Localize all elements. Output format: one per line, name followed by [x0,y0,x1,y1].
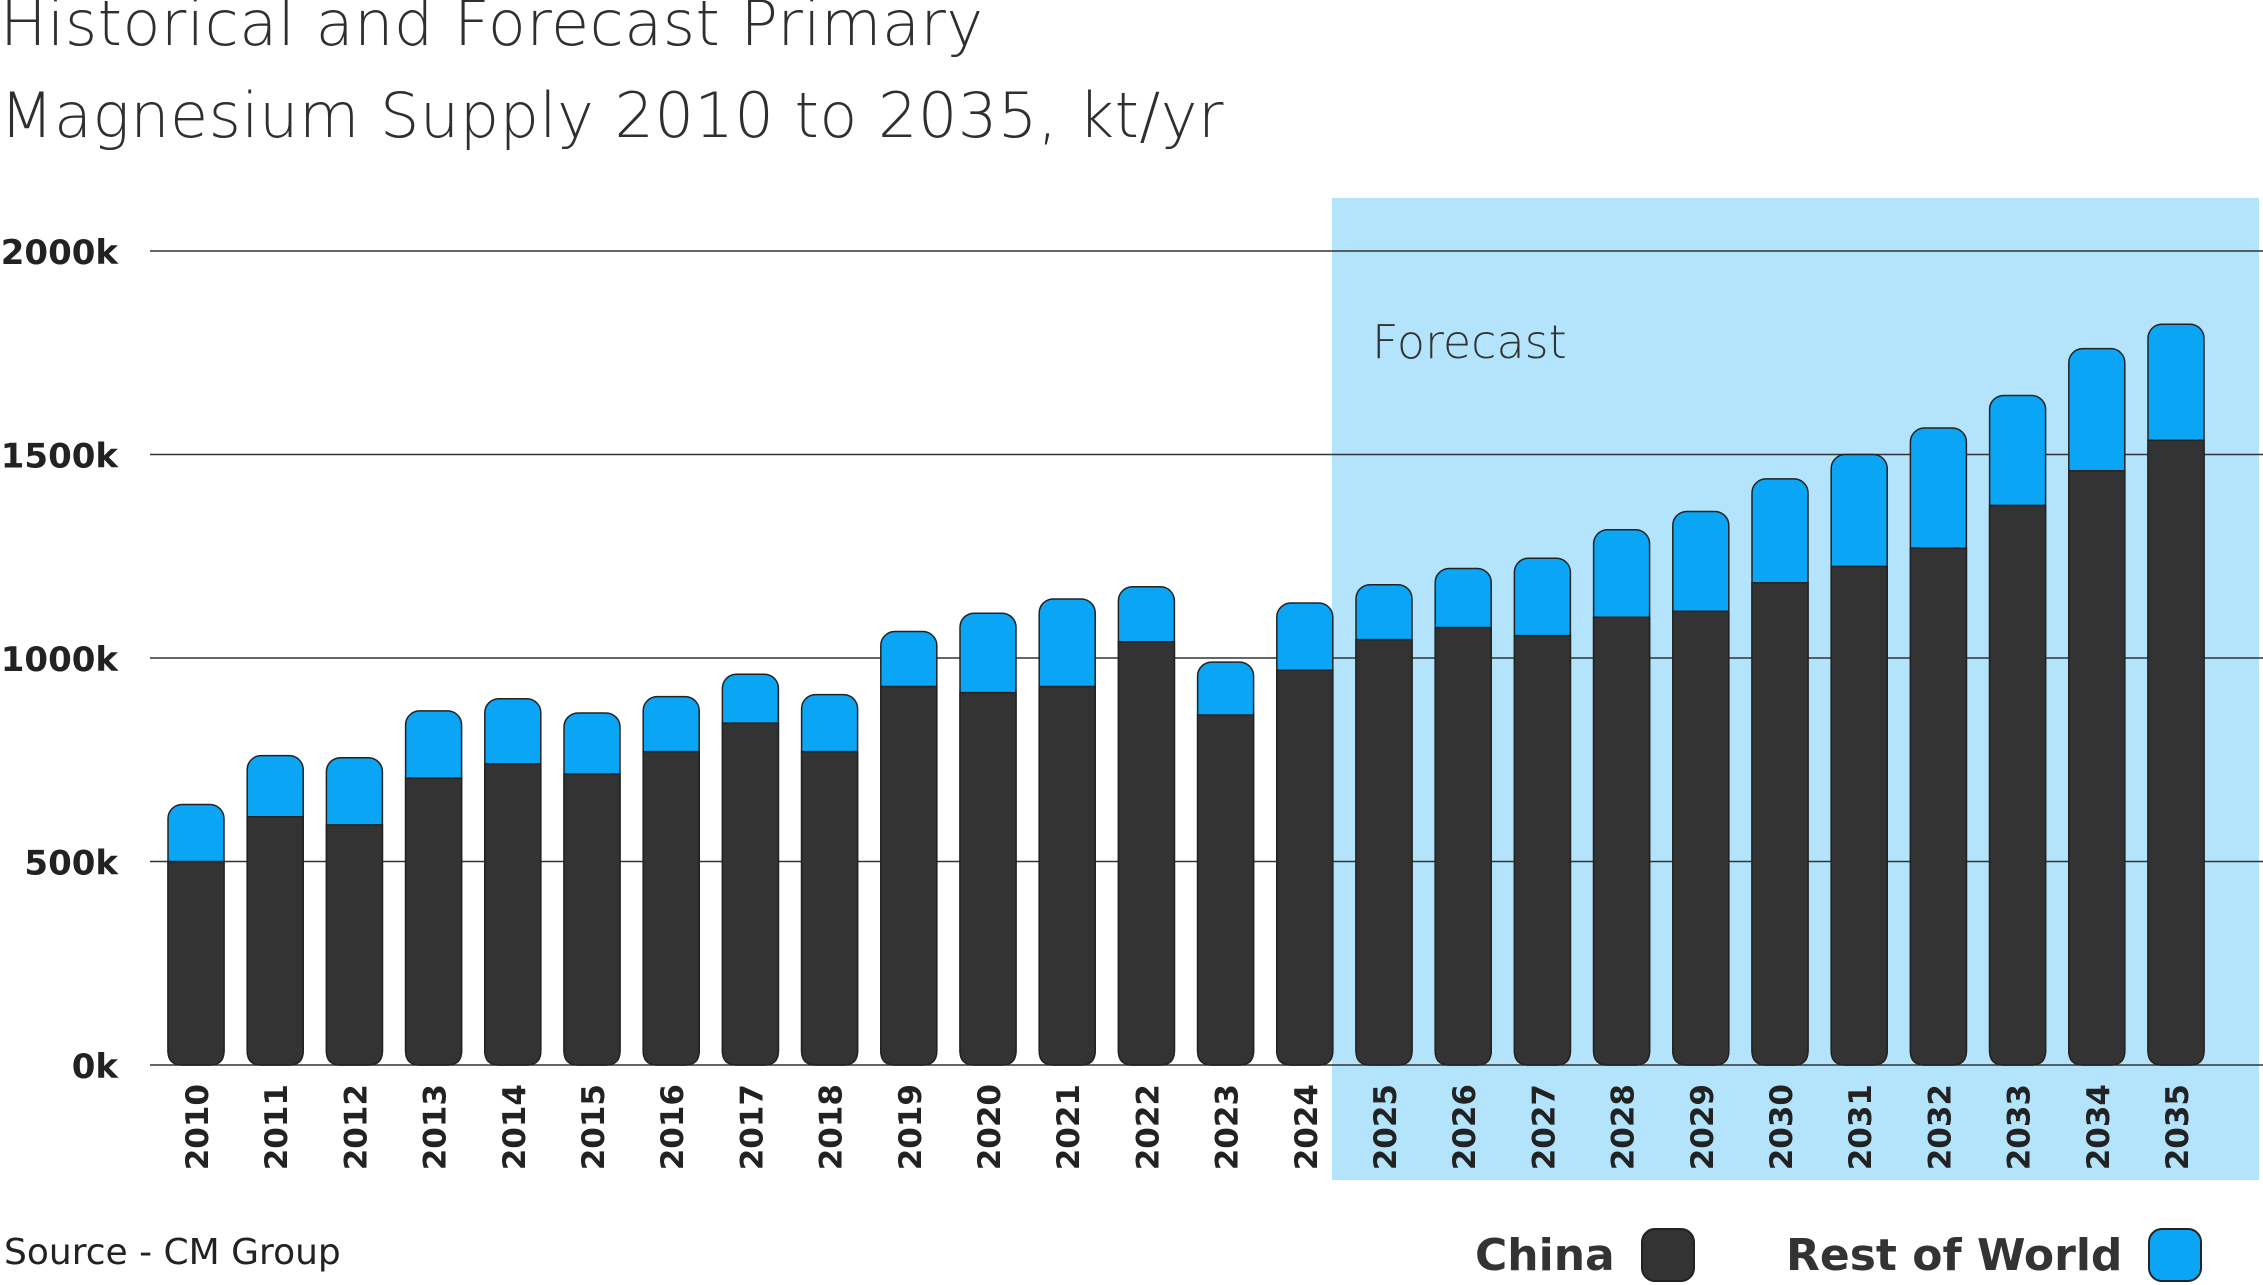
bar-group-2010 [167,803,225,1066]
x-tick-label: 2011 [259,1084,295,1170]
bar-china [246,815,304,1066]
bar-group-2012 [325,756,384,1066]
bar-group-2031 [1830,453,1888,1066]
bar-china [1355,638,1413,1066]
bar-group-2011 [246,754,304,1066]
bar-china [1909,547,1968,1066]
x-tick-label: 2024 [1289,1084,1325,1170]
x-tick-label: 2033 [2002,1084,2038,1170]
bar-china [721,722,780,1066]
x-tick-label: 2017 [734,1084,770,1170]
chart-title-line-1: Historical and Forecast Primary [0,0,984,60]
y-tick-label: 2000k [1,233,120,273]
x-tick-label: 2016 [655,1084,691,1170]
x-tick-label: 2031 [1843,1084,1879,1170]
x-tick-label: 2010 [180,1084,216,1170]
bar-china [404,777,463,1066]
bar-group-2026 [1434,567,1492,1066]
bar-group-2027 [1513,557,1572,1066]
x-tick-label: 2015 [576,1084,612,1170]
x-tick-label: 2032 [1922,1084,1958,1170]
bar-china [2147,439,2205,1066]
bar-group-2014 [484,697,542,1066]
bar-group-2029 [1672,510,1730,1066]
x-tick-label: 2030 [1764,1084,1800,1170]
legend-item-china: China [1475,1225,1695,1285]
bar-group-2033 [1988,394,2047,1066]
bar-china [1592,616,1651,1066]
bar-china [1751,581,1809,1066]
bar-group-2023 [1196,661,1255,1066]
bar-group-2016 [642,695,700,1066]
y-tick-label: 500k [24,844,119,884]
bar-group-2018 [800,693,859,1066]
legend-label-rest-of-world: Rest of World [1786,1229,2123,1281]
x-tick-label: 2014 [497,1084,533,1170]
bar-group-2030 [1751,478,1809,1066]
bar-china [2068,470,2126,1066]
legend-swatch-china [1640,1228,1695,1282]
x-tick-label: 2026 [1447,1084,1483,1170]
bar-china [880,685,938,1066]
bar-group-2021 [1038,598,1096,1066]
x-tick-label: 2025 [1368,1084,1404,1170]
legend-item-rest-of-world: Rest of World [1786,1225,2203,1285]
bar-china [1988,504,2047,1066]
bar-china [1830,565,1888,1066]
legend-swatch-rest-of-world [2148,1228,2203,1282]
x-tick-label: 2023 [1210,1084,1246,1170]
bar-china [484,763,542,1066]
source-note: Source - CM Group [4,1232,341,1273]
x-tick-label: 2013 [418,1084,454,1170]
bar-group-2020 [959,612,1017,1066]
x-tick-label: 2022 [1130,1084,1166,1170]
x-tick-label: 2034 [2081,1084,2117,1170]
bar-china [167,860,225,1066]
bar-china [325,824,384,1066]
bar-china [563,773,621,1066]
bar-group-2035 [2147,323,2205,1066]
bar-china [959,691,1017,1066]
y-tick-label: 1500k [1,437,120,477]
x-tick-label: 2012 [338,1084,374,1170]
legend-label-china: China [1475,1229,1615,1281]
bar-china [1672,610,1730,1066]
x-tick-label: 2019 [893,1084,929,1170]
x-tick-label: 2020 [972,1084,1008,1170]
x-axis: 2010 2011 2012 2013 2014 2015 2016 2017 2018 2019… [180,1084,2196,1170]
bar-group-2013 [404,710,463,1066]
bar-group-2034 [2068,347,2126,1066]
bar-group-2015 [563,712,621,1066]
x-tick-label: 2035 [2160,1084,2196,1170]
bar-group-2022 [1117,586,1176,1066]
bar-china [800,750,859,1066]
y-axis: 0k 500k 1000k 1500k 2000k [1,233,120,1087]
forecast-label: Forecast [1372,315,1567,369]
bar-group-2019 [880,630,938,1066]
bar-china [1038,685,1096,1066]
bars [167,323,2205,1066]
bar-group-2032 [1909,427,1968,1066]
bar-china [1117,640,1176,1066]
bar-china [1434,626,1492,1066]
x-tick-label: 2018 [814,1084,850,1170]
bar-group-2025 [1355,583,1413,1066]
bar-china [642,750,700,1066]
bar-group-2024 [1276,602,1334,1066]
chart-title-line-2: Magnesium Supply 2010 to 2035, kt/yr [0,79,1224,152]
chart-title: Historical and Forecast Primary Magnesiu… [0,0,1500,162]
x-tick-label: 2027 [1526,1084,1562,1170]
x-tick-label: 2029 [1685,1084,1721,1170]
bar-china [1513,634,1572,1066]
y-tick-label: 1000k [1,640,120,680]
bar-group-2017 [721,673,780,1066]
bar-china [1196,714,1255,1066]
bar-group-2028 [1592,529,1651,1066]
y-tick-label: 0k [72,1047,120,1087]
x-tick-label: 2021 [1051,1084,1087,1170]
bar-china [1276,669,1334,1066]
x-tick-label: 2028 [1606,1084,1642,1170]
